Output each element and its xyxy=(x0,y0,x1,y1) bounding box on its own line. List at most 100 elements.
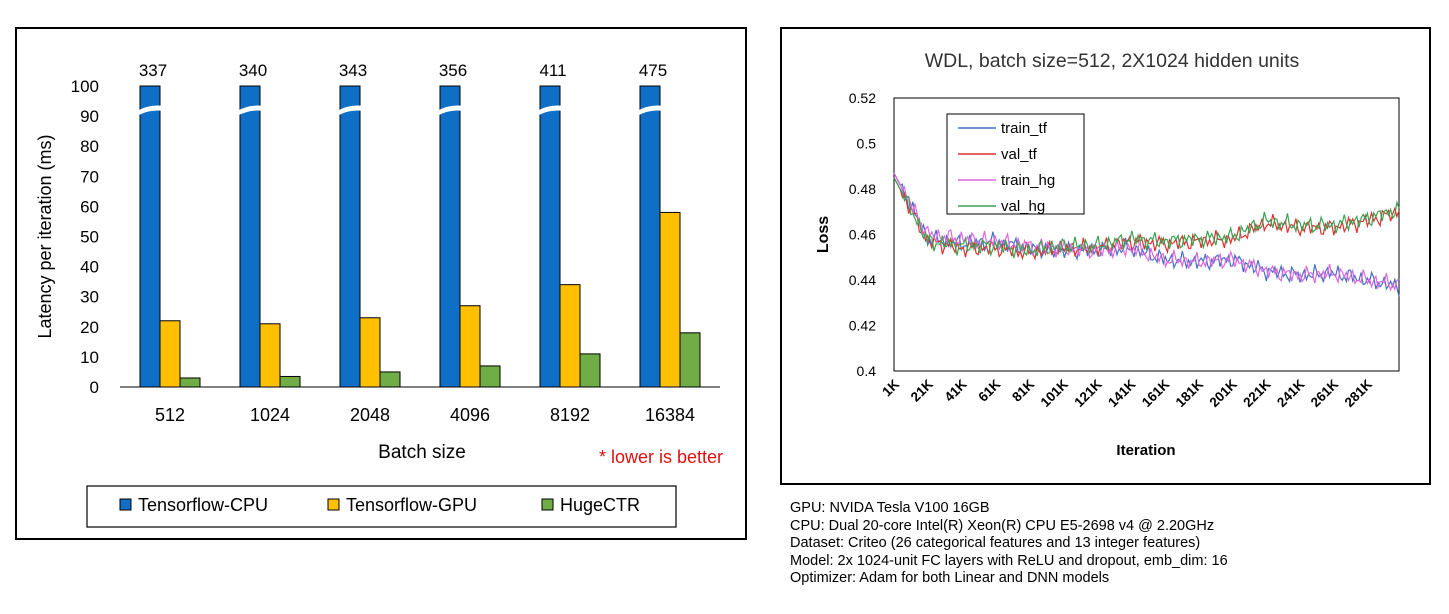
bar-hugectr xyxy=(179,377,201,388)
legend-label: val_hg xyxy=(1001,198,1045,215)
y-tick-label: 10 xyxy=(80,348,99,367)
y-axis-label: Latency per iteration (ms) xyxy=(35,134,55,338)
bar-tensorflow-cpu xyxy=(539,85,561,388)
legend-box xyxy=(86,485,677,528)
y-tick-label: 0.42 xyxy=(849,318,876,334)
data-label-cpu: 411 xyxy=(539,61,566,80)
x-tick-label: 261K xyxy=(1308,376,1342,410)
note-model: Model: 2x 1024-unit FC layers with ReLU … xyxy=(790,552,1228,569)
x-tick-label: 121K xyxy=(1071,376,1105,410)
x-tick-label: 4096 xyxy=(450,405,490,425)
data-label-cpu: 343 xyxy=(339,61,367,80)
latency-chart-panel: 0 10 20 30 40 50 60 70 80 90 100 Latency per iterat… xyxy=(15,27,747,540)
x-tick-label: 2048 xyxy=(350,405,390,425)
bar-hugectr xyxy=(579,353,601,388)
y-tick-label: 0.52 xyxy=(849,90,876,106)
x-tick-label: 181K xyxy=(1173,376,1207,410)
y-axis-label: Loss xyxy=(815,216,832,253)
x-tick-label: 161K xyxy=(1139,376,1173,410)
legend-label: Tensorflow-GPU xyxy=(346,495,477,515)
y-tick-label: 60 xyxy=(80,197,99,216)
bar-hugectr xyxy=(279,375,301,388)
x-tick-label: 141K xyxy=(1105,376,1139,410)
note-gpu: GPU: NVIDA Tesla V100 16GB xyxy=(790,500,990,516)
x-tick-label: 221K xyxy=(1240,376,1274,410)
note-optimizer: Optimizer: Adam for both Linear and DNN … xyxy=(790,570,1110,586)
data-label-cpu: 340 xyxy=(239,61,267,80)
axis-break-mark xyxy=(637,105,663,116)
x-tick-label: 281K xyxy=(1342,376,1376,410)
series-line-val_hg xyxy=(893,177,1400,259)
series-line-train_hg xyxy=(893,172,1400,292)
bar-tensorflow-cpu xyxy=(339,85,361,388)
x-tick-label: 201K xyxy=(1206,376,1240,410)
legend-label: train_tf xyxy=(1001,120,1048,137)
bar-tensorflow-gpu xyxy=(359,317,381,388)
x-axis-label: Iteration xyxy=(1116,442,1175,459)
legend-label: HugeCTR xyxy=(560,495,640,515)
series-line-val_tf xyxy=(893,177,1400,261)
bar-tensorflow-gpu xyxy=(659,211,681,388)
bar-tensorflow-gpu xyxy=(159,320,181,388)
legend-swatch xyxy=(541,498,554,511)
x-tick-label: 16384 xyxy=(645,405,695,425)
x-tick-label: 1K xyxy=(879,376,902,399)
legend-label: Tensorflow-CPU xyxy=(138,495,268,515)
y-tick-label: 40 xyxy=(80,258,99,277)
bar-tensorflow-cpu xyxy=(239,85,261,388)
bar-hugectr xyxy=(379,371,401,388)
legend-label: val_tf xyxy=(1001,146,1038,163)
loss-chart-panel: WDL, batch size=512, 2X1024 hidden units… xyxy=(780,27,1431,485)
y-tick-label: 100 xyxy=(71,77,99,96)
axis-break-mark xyxy=(137,105,163,116)
bar-tensorflow-gpu xyxy=(559,284,581,388)
axis-break-mark xyxy=(437,105,463,116)
bar-hugectr xyxy=(679,332,701,388)
x-axis-label: Batch size xyxy=(378,442,466,463)
y-tick-label: 90 xyxy=(80,107,99,126)
axis-break-mark xyxy=(537,105,563,116)
y-tick-label: 50 xyxy=(80,228,99,247)
data-label-cpu: 356 xyxy=(439,61,467,80)
x-tick-label: 81K xyxy=(1009,376,1037,404)
bar-tensorflow-cpu xyxy=(139,85,161,388)
legend-box xyxy=(946,113,1085,215)
data-label-cpu: 337 xyxy=(139,61,167,80)
y-tick-label: 20 xyxy=(80,318,99,337)
x-tick-label: 21K xyxy=(908,376,936,404)
y-tick-label: 0.48 xyxy=(849,181,876,197)
y-tick-label: 0.4 xyxy=(857,363,877,379)
loss-line-chart: WDL, batch size=512, 2X1024 hidden units… xyxy=(815,50,1400,459)
note-dataset: Dataset: Criteo (26 categorical features… xyxy=(790,535,1201,551)
bar-hugectr xyxy=(479,365,501,388)
bar-tensorflow-gpu xyxy=(459,305,481,388)
legend-swatch xyxy=(327,498,340,511)
x-tick-label: 61K xyxy=(975,376,1003,404)
x-tick-label: 1024 xyxy=(250,405,290,425)
data-label-cpu: 475 xyxy=(639,61,667,80)
y-tick-label: 0.5 xyxy=(857,136,877,152)
bar-tensorflow-gpu xyxy=(259,323,281,388)
latency-bar-chart: 0 10 20 30 40 50 60 70 80 90 100 Latency per iterat… xyxy=(35,61,723,528)
y-tick-label: 0.44 xyxy=(849,272,876,288)
x-tick-label: 101K xyxy=(1038,376,1072,410)
series-line-train_tf xyxy=(893,172,1400,297)
axis-break-mark xyxy=(237,105,263,116)
x-tick-label: 41K xyxy=(942,376,970,404)
loss-chart-title: WDL, batch size=512, 2X1024 hidden units xyxy=(925,50,1300,72)
x-tick-label: 512 xyxy=(155,405,185,425)
axis-break-mark xyxy=(337,105,363,116)
system-notes: GPU: NVIDA Tesla V100 16GB CPU: Dual 20-… xyxy=(790,500,1228,588)
note-cpu: CPU: Dual 20-core Intel(R) Xeon(R) CPU E… xyxy=(790,517,1215,534)
x-tick-label: 8192 xyxy=(550,405,590,425)
bar-tensorflow-cpu xyxy=(439,85,461,388)
legend-label: train_hg xyxy=(1001,172,1055,189)
bar-tensorflow-cpu xyxy=(639,85,661,388)
lower-is-better-note: * lower is better xyxy=(599,447,723,467)
y-tick-label: 30 xyxy=(80,288,99,307)
y-tick-label: 0.46 xyxy=(849,227,876,243)
x-tick-label: 241K xyxy=(1274,376,1308,410)
y-tick-label: 80 xyxy=(80,137,99,156)
legend-swatch xyxy=(119,498,132,511)
y-tick-label: 70 xyxy=(80,167,99,186)
